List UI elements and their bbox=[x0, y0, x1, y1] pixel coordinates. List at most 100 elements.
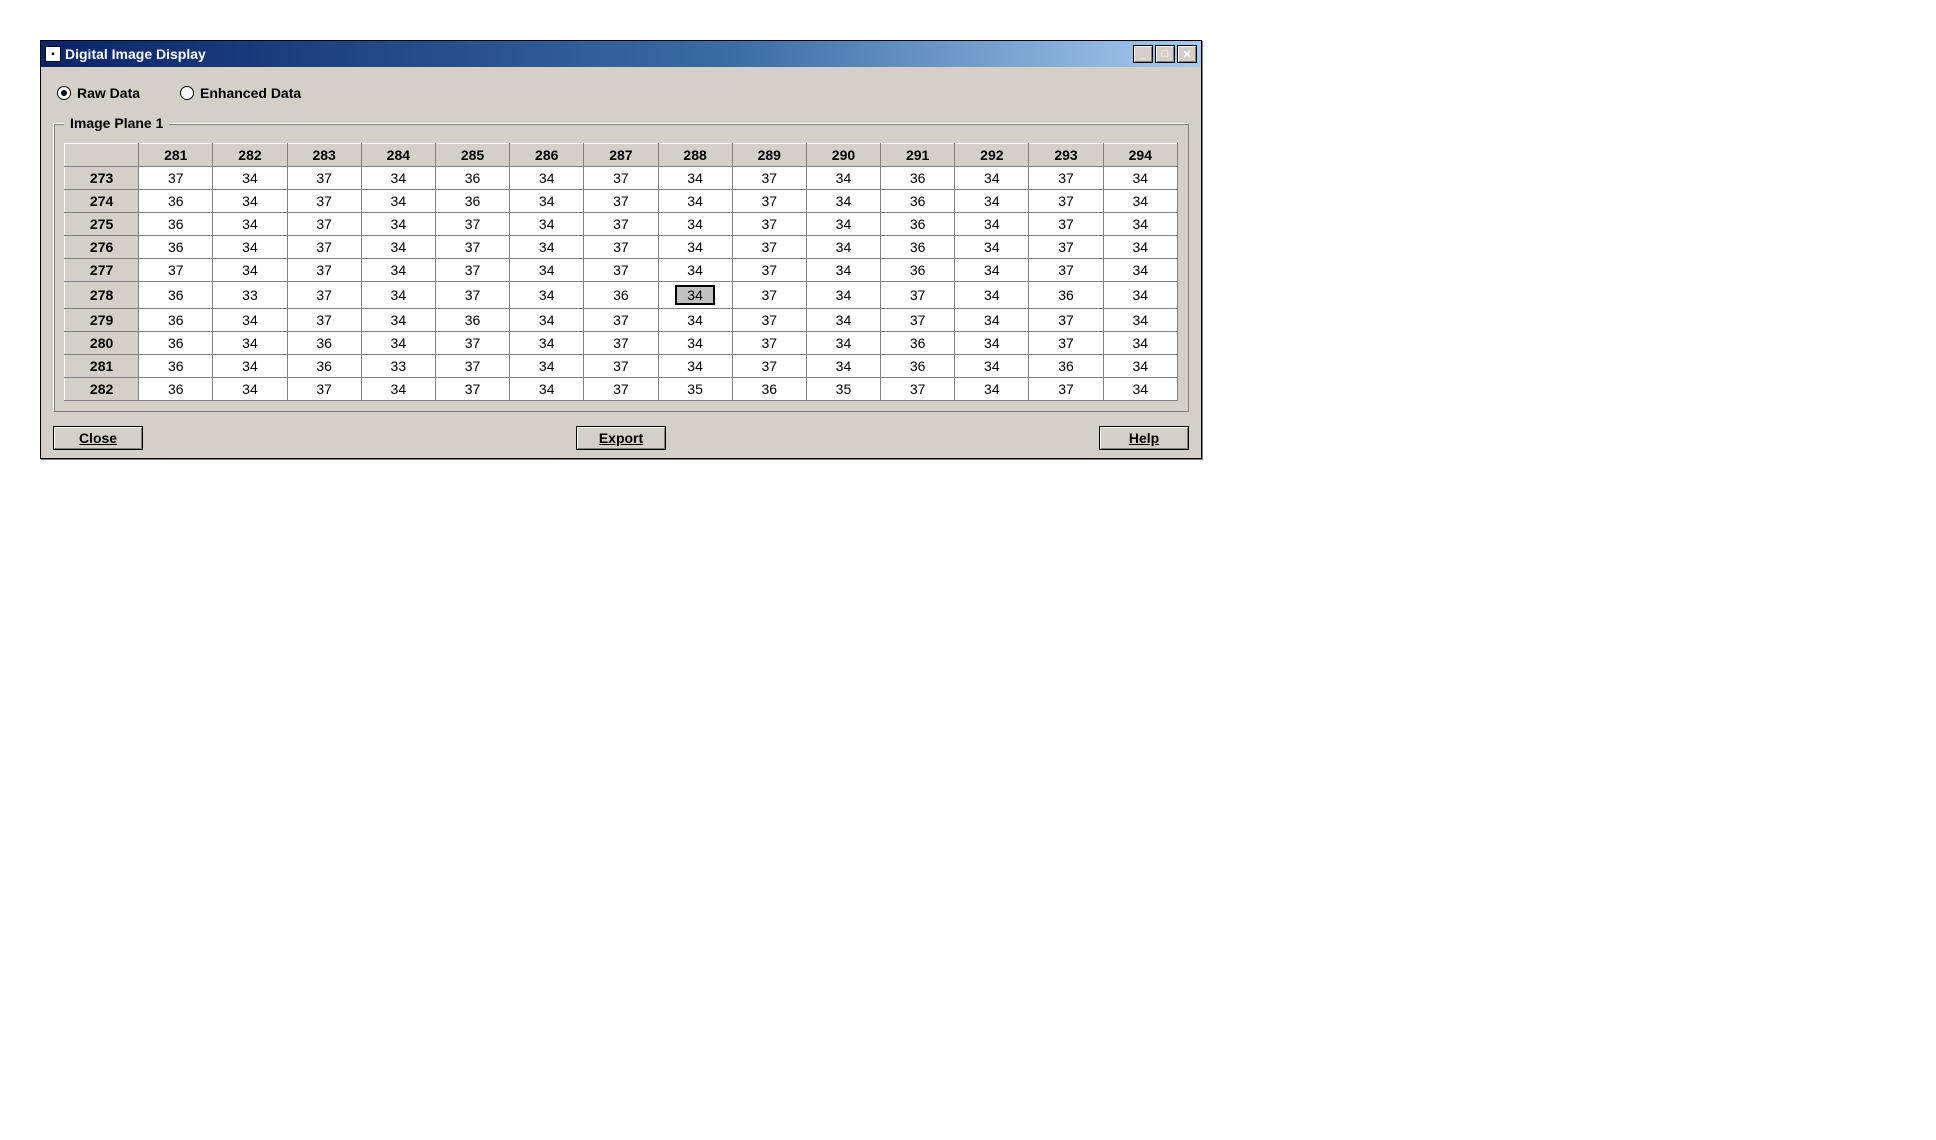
grid-row-header[interactable]: 277 bbox=[65, 259, 139, 282]
grid-row-header[interactable]: 278 bbox=[65, 282, 139, 309]
grid-row-header[interactable]: 275 bbox=[65, 213, 139, 236]
grid-row-header[interactable]: 279 bbox=[65, 309, 139, 332]
grid-row-header[interactable]: 280 bbox=[65, 332, 139, 355]
grid-cell[interactable]: 34 bbox=[1103, 190, 1177, 213]
grid-cell[interactable]: 37 bbox=[732, 259, 806, 282]
grid-cell[interactable]: 37 bbox=[732, 190, 806, 213]
grid-col-header[interactable]: 286 bbox=[510, 144, 584, 167]
grid-cell[interactable]: 37 bbox=[1029, 190, 1103, 213]
export-button[interactable]: Export bbox=[576, 426, 666, 450]
grid-cell[interactable]: 36 bbox=[881, 190, 955, 213]
grid-cell[interactable]: 36 bbox=[1029, 355, 1103, 378]
grid-cell[interactable]: 34 bbox=[806, 213, 880, 236]
grid-cell[interactable]: 36 bbox=[881, 213, 955, 236]
grid-cell[interactable]: 36 bbox=[881, 259, 955, 282]
grid-cell[interactable]: 34 bbox=[806, 309, 880, 332]
grid-cell[interactable]: 34 bbox=[658, 190, 732, 213]
grid-cell[interactable]: 37 bbox=[435, 355, 509, 378]
grid-cell[interactable]: 37 bbox=[1029, 167, 1103, 190]
grid-cell[interactable]: 37 bbox=[584, 355, 658, 378]
grid-cell[interactable]: 36 bbox=[732, 378, 806, 401]
grid-cell[interactable]: 34 bbox=[1103, 259, 1177, 282]
grid-cell[interactable]: 34 bbox=[955, 355, 1029, 378]
grid-cell[interactable]: 34 bbox=[1103, 213, 1177, 236]
grid-cell[interactable]: 34 bbox=[510, 213, 584, 236]
grid-cell[interactable]: 34 bbox=[955, 236, 1029, 259]
grid-cell[interactable]: 37 bbox=[287, 309, 361, 332]
grid-cell[interactable]: 37 bbox=[1029, 332, 1103, 355]
grid-cell[interactable]: 34 bbox=[658, 167, 732, 190]
grid-cell[interactable]: 34 bbox=[510, 332, 584, 355]
grid-cell[interactable]: 34 bbox=[658, 309, 732, 332]
grid-cell[interactable]: 36 bbox=[584, 282, 658, 309]
titlebar[interactable]: ▪ Digital Image Display _ □ ✕ bbox=[41, 41, 1201, 67]
grid-row-header[interactable]: 282 bbox=[65, 378, 139, 401]
grid-cell[interactable]: 37 bbox=[1029, 213, 1103, 236]
grid-cell[interactable]: 34 bbox=[1103, 167, 1177, 190]
grid-cell[interactable]: 36 bbox=[139, 282, 213, 309]
grid-cell[interactable]: 34 bbox=[213, 236, 287, 259]
grid-cell[interactable]: 34 bbox=[361, 259, 435, 282]
grid-cell[interactable]: 37 bbox=[139, 259, 213, 282]
grid-cell[interactable]: 37 bbox=[435, 282, 509, 309]
grid-col-header[interactable]: 285 bbox=[435, 144, 509, 167]
grid-col-header[interactable]: 284 bbox=[361, 144, 435, 167]
grid-cell[interactable]: 34 bbox=[361, 309, 435, 332]
grid-cell[interactable]: 34 bbox=[955, 213, 1029, 236]
grid-row-header[interactable]: 276 bbox=[65, 236, 139, 259]
grid-cell[interactable]: 34 bbox=[213, 259, 287, 282]
grid-cell[interactable]: 37 bbox=[732, 355, 806, 378]
grid-col-header[interactable]: 287 bbox=[584, 144, 658, 167]
grid-cell[interactable]: 34 bbox=[510, 355, 584, 378]
grid-cell[interactable]: 33 bbox=[361, 355, 435, 378]
grid-cell[interactable]: 34 bbox=[510, 236, 584, 259]
grid-cell[interactable]: 34 bbox=[361, 282, 435, 309]
grid-cell[interactable]: 34 bbox=[955, 332, 1029, 355]
grid-cell[interactable]: 37 bbox=[287, 213, 361, 236]
grid-cell[interactable]: 34 bbox=[510, 259, 584, 282]
grid-cell[interactable]: 37 bbox=[732, 282, 806, 309]
grid-cell[interactable]: 36 bbox=[139, 378, 213, 401]
grid-cell[interactable]: 36 bbox=[139, 355, 213, 378]
grid-cell[interactable]: 37 bbox=[287, 378, 361, 401]
grid-cell[interactable]: 37 bbox=[139, 167, 213, 190]
grid-cell[interactable]: 36 bbox=[435, 190, 509, 213]
grid-cell[interactable]: 34 bbox=[658, 332, 732, 355]
grid-col-header[interactable]: 289 bbox=[732, 144, 806, 167]
grid-cell[interactable]: 34 bbox=[955, 309, 1029, 332]
grid-cell[interactable]: 37 bbox=[1029, 309, 1103, 332]
grid-cell[interactable]: 34 bbox=[806, 259, 880, 282]
pixel-value-grid[interactable]: 2812822832842852862872882892902912922932… bbox=[64, 143, 1178, 401]
grid-cell[interactable]: 37 bbox=[732, 236, 806, 259]
grid-cell[interactable]: 37 bbox=[584, 167, 658, 190]
enhanced-data-radio[interactable]: Enhanced Data bbox=[180, 85, 301, 101]
grid-cell[interactable]: 34 bbox=[658, 282, 732, 309]
grid-cell[interactable]: 36 bbox=[139, 190, 213, 213]
grid-cell[interactable]: 34 bbox=[955, 190, 1029, 213]
grid-cell[interactable]: 34 bbox=[806, 190, 880, 213]
grid-col-header[interactable]: 281 bbox=[139, 144, 213, 167]
grid-cell[interactable]: 34 bbox=[955, 259, 1029, 282]
grid-cell[interactable]: 37 bbox=[881, 309, 955, 332]
grid-cell[interactable]: 36 bbox=[881, 332, 955, 355]
grid-cell[interactable]: 37 bbox=[584, 259, 658, 282]
grid-cell[interactable]: 37 bbox=[732, 332, 806, 355]
help-button[interactable]: Help bbox=[1099, 426, 1189, 450]
grid-cell[interactable]: 36 bbox=[881, 236, 955, 259]
close-button[interactable]: Close bbox=[53, 426, 143, 450]
grid-cell[interactable]: 34 bbox=[658, 259, 732, 282]
grid-cell[interactable]: 36 bbox=[1029, 282, 1103, 309]
grid-cell[interactable]: 34 bbox=[510, 167, 584, 190]
grid-col-header[interactable]: 288 bbox=[658, 144, 732, 167]
grid-cell[interactable]: 34 bbox=[1103, 378, 1177, 401]
grid-cell[interactable]: 35 bbox=[658, 378, 732, 401]
grid-cell[interactable]: 36 bbox=[139, 332, 213, 355]
grid-col-header[interactable]: 290 bbox=[806, 144, 880, 167]
grid-cell[interactable]: 36 bbox=[139, 213, 213, 236]
grid-cell[interactable]: 34 bbox=[213, 355, 287, 378]
grid-cell[interactable]: 34 bbox=[361, 213, 435, 236]
grid-cell[interactable]: 34 bbox=[955, 167, 1029, 190]
grid-col-header[interactable]: 294 bbox=[1103, 144, 1177, 167]
grid-cell[interactable]: 34 bbox=[1103, 332, 1177, 355]
grid-col-header[interactable]: 293 bbox=[1029, 144, 1103, 167]
